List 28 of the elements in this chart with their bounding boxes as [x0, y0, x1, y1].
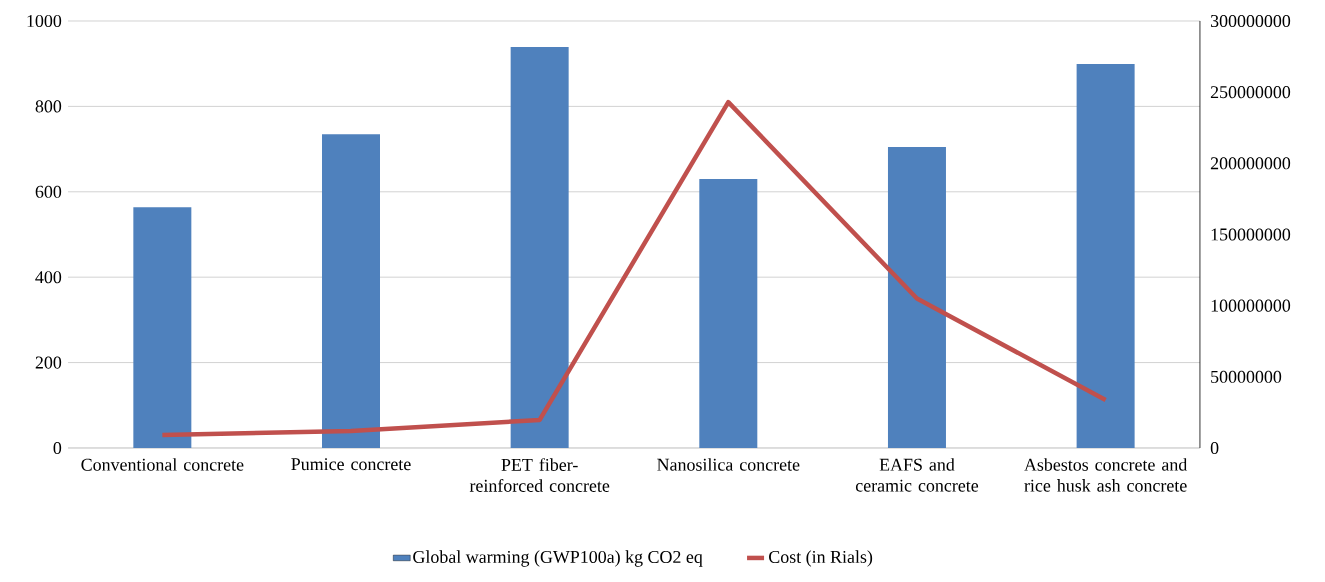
y-tick-label: 0	[53, 441, 62, 455]
x-tick-label: PET fiber-reinforced concrete	[469, 458, 610, 492]
y-tick-label: 600	[35, 185, 62, 198]
y2-tick-label: 250000000	[1210, 86, 1291, 99]
y2-tick-label: 0	[1210, 441, 1219, 455]
legend-label: Cost (in Rials)	[769, 550, 873, 567]
y2-tick-label: 150000000	[1211, 228, 1291, 241]
y-tick-label: 1000	[27, 14, 62, 28]
bar	[699, 178, 758, 448]
x-tick-label: Pumice concrete	[291, 458, 411, 471]
bar	[1076, 64, 1135, 448]
x-tick-label: Nanosilica concrete	[657, 458, 800, 471]
x-tick-label: EAFS and ceramic concrete	[855, 458, 979, 492]
line-series	[160, 99, 1108, 438]
bar	[510, 47, 569, 448]
bar	[133, 207, 192, 448]
y2-tick-label: 200000000	[1210, 157, 1291, 170]
y-tick-label: 800	[35, 100, 62, 113]
y-tick-label: 400	[35, 271, 62, 284]
y2-tick-label: 50000000	[1211, 370, 1282, 383]
bar	[887, 146, 946, 448]
y2-tick-label: 300000000	[1210, 14, 1291, 28]
bar	[322, 134, 380, 448]
x-tick-label: Conventional concrete	[81, 458, 244, 471]
legend-label: Global warming (GWP100a) kg CO2 eq	[413, 550, 703, 567]
x-tick-label: Asbestos concrete and rice husk ash concrete	[1024, 458, 1188, 492]
y-tick-label: 200	[35, 356, 62, 369]
y2-tick-label: 100000000	[1211, 299, 1291, 312]
